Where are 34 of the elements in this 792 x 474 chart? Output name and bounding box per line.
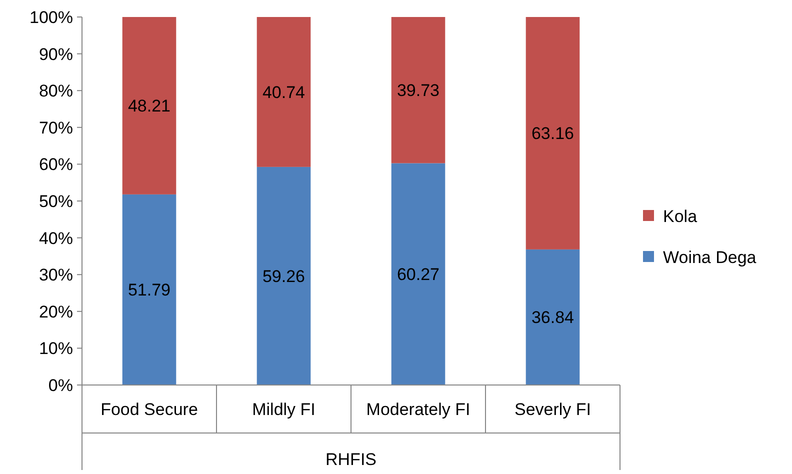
x-tick-label: Mildly FI (252, 400, 316, 419)
bar (122, 17, 176, 194)
bar (256, 17, 311, 167)
y-tick-label: 80% (38, 82, 73, 101)
x-tick-label: Severly FI (514, 400, 592, 419)
data-label: 39.73 (396, 81, 440, 100)
y-tick-label: 40% (38, 228, 73, 248)
x-tick-label: Food Secure (100, 400, 198, 419)
x-tick-label: Moderately FI (366, 400, 470, 419)
bar (391, 163, 446, 385)
bar (391, 17, 446, 164)
bar (526, 249, 580, 385)
y-tick-label: 100% (30, 8, 73, 27)
data-label: 40.74 (262, 82, 306, 102)
data-label: 51.79 (128, 280, 171, 300)
data-label: 59.26 (262, 266, 306, 286)
bar (256, 166, 311, 385)
y-tick-label: 60% (38, 155, 73, 174)
y-tick-label: 10% (38, 339, 73, 358)
y-tick-label: 90% (38, 44, 73, 64)
data-label: 36.84 (531, 308, 574, 328)
data-label: 60.27 (396, 265, 440, 284)
y-tick-label: 30% (38, 266, 73, 285)
x-axis-title: RHFIS (326, 450, 376, 469)
legend-label: Woina Dega (663, 248, 757, 267)
y-tick-label: 50% (38, 192, 73, 211)
data-label: 48.21 (128, 96, 171, 116)
y-tick-label: 0% (48, 376, 73, 395)
bar (122, 194, 176, 385)
legend-label: Kola (663, 206, 698, 226)
bar (526, 17, 580, 250)
y-tick-label: 70% (38, 118, 73, 138)
data-label: 63.16 (531, 124, 574, 144)
y-tick-label: 20% (38, 302, 73, 322)
